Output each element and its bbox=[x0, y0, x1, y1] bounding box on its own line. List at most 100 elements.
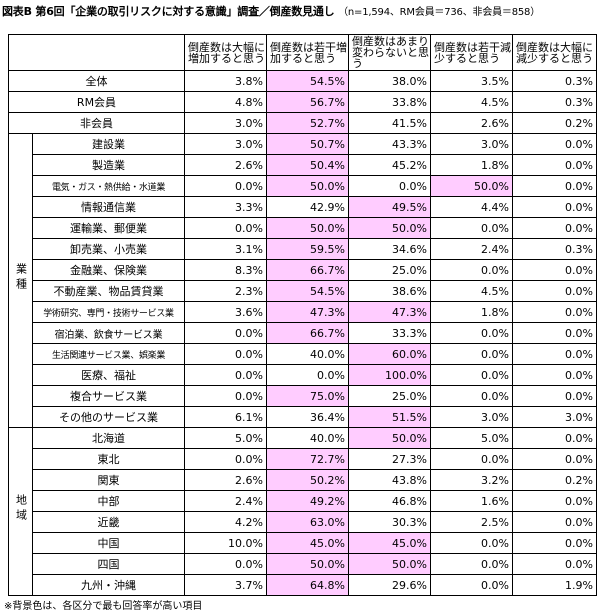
row-label: RM会員 bbox=[8, 91, 185, 113]
value-cell: 0.0% bbox=[512, 385, 597, 407]
value-cell: 66.7% bbox=[266, 322, 349, 344]
table-row: 東北 0.0% 72.7% 27.3% 0.0% 0.0% bbox=[9, 448, 597, 470]
table-row: 四国 0.0% 50.0% 50.0% 0.0% 0.0% bbox=[9, 553, 597, 575]
column-header: 倒産数は大幅に減少すると思う bbox=[512, 34, 597, 71]
value-cell: 3.0% bbox=[430, 406, 513, 428]
row-label: 金融業、保険業 bbox=[32, 259, 185, 281]
value-cell: 2.6% bbox=[184, 469, 267, 491]
value-cell: 38.6% bbox=[348, 280, 431, 302]
value-cell: 0.0% bbox=[430, 553, 513, 575]
value-cell: 0.0% bbox=[430, 364, 513, 386]
value-cell: 2.3% bbox=[184, 280, 267, 302]
header-row: 倒産数は大幅に増加すると思う 倒産数は若干増加すると思う 倒産数はあまり変わらないと… bbox=[8, 34, 597, 71]
value-cell: 0.0% bbox=[512, 175, 597, 197]
value-cell: 0.0% bbox=[512, 532, 597, 554]
value-cell: 6.1% bbox=[184, 406, 267, 428]
group-label-industry: 業種 bbox=[8, 133, 33, 428]
value-cell: 0.0% bbox=[512, 364, 597, 386]
table-row: 卸売業、小売業 3.1% 59.5% 34.6% 2.4% 0.3% bbox=[9, 238, 597, 260]
value-cell: 2.6% bbox=[184, 154, 267, 176]
value-cell: 3.3% bbox=[184, 196, 267, 218]
value-cell: 0.0% bbox=[348, 175, 431, 197]
row-label: 建設業 bbox=[32, 133, 185, 155]
value-cell: 50.0% bbox=[430, 175, 513, 197]
row-label: 電気・ガス・熱供給・水道業 bbox=[32, 175, 185, 197]
value-cell: 0.0% bbox=[184, 322, 267, 344]
row-label: 東北 bbox=[32, 448, 185, 470]
value-cell: 3.0% bbox=[430, 133, 513, 155]
row-label: 運輸業、郵便業 bbox=[32, 217, 185, 239]
row-label: 複合サービス業 bbox=[32, 385, 185, 407]
value-cell: 0.0% bbox=[430, 448, 513, 470]
value-cell: 0.0% bbox=[512, 490, 597, 512]
value-cell: 0.0% bbox=[512, 154, 597, 176]
table-row: 医療、福祉 0.0% 0.0% 100.0% 0.0% 0.0% bbox=[9, 364, 597, 386]
header-corner bbox=[8, 34, 185, 71]
value-cell: 0.2% bbox=[512, 469, 597, 491]
group-label-region: 地域 bbox=[8, 427, 33, 596]
value-cell: 52.7% bbox=[266, 112, 349, 134]
group-label-text: 地域 bbox=[14, 493, 28, 524]
value-cell: 5.0% bbox=[430, 427, 513, 449]
value-cell: 0.0% bbox=[266, 364, 349, 386]
title-sample-note: （n=1,594、RM会員＝736、非会員＝858） bbox=[338, 7, 541, 18]
value-cell: 42.9% bbox=[266, 196, 349, 218]
value-cell: 2.5% bbox=[430, 511, 513, 533]
table-row: その他のサービス業 6.1% 36.4% 51.5% 3.0% 3.0% bbox=[9, 406, 597, 428]
table-row: 電気・ガス・熱供給・水道業 0.0% 50.0% 0.0% 50.0% 0.0% bbox=[9, 175, 597, 197]
value-cell: 60.0% bbox=[348, 343, 431, 365]
row-label: 近畿 bbox=[32, 511, 185, 533]
value-cell: 64.8% bbox=[266, 574, 349, 596]
value-cell: 25.0% bbox=[348, 385, 431, 407]
page-title: 図表B 第6回「企業の取引リスクに対する意識」調査／倒産数見通し （n=1,59… bbox=[2, 3, 540, 19]
row-label: 北海道 bbox=[32, 427, 185, 449]
value-cell: 0.0% bbox=[512, 448, 597, 470]
value-cell: 100.0% bbox=[348, 364, 431, 386]
value-cell: 4.4% bbox=[430, 196, 513, 218]
value-cell: 0.0% bbox=[430, 574, 513, 596]
table-row: 製造業 2.6% 50.4% 45.2% 1.8% 0.0% bbox=[9, 154, 597, 176]
row-label: 卸売業、小売業 bbox=[32, 238, 185, 260]
value-cell: 0.0% bbox=[512, 553, 597, 575]
row-label: 情報通信業 bbox=[32, 196, 185, 218]
value-cell: 0.0% bbox=[430, 322, 513, 344]
value-cell: 0.0% bbox=[512, 217, 597, 239]
row-label: 製造業 bbox=[32, 154, 185, 176]
value-cell: 10.0% bbox=[184, 532, 267, 554]
table-row: 近畿 4.2% 63.0% 30.3% 2.5% 0.0% bbox=[9, 511, 597, 533]
value-cell: 0.0% bbox=[184, 364, 267, 386]
value-cell: 50.4% bbox=[266, 154, 349, 176]
value-cell: 50.7% bbox=[266, 133, 349, 155]
value-cell: 3.0% bbox=[184, 133, 267, 155]
value-cell: 33.3% bbox=[348, 322, 431, 344]
value-cell: 0.0% bbox=[430, 259, 513, 281]
table-row: 学術研究、専門・技術サービス業 3.6% 47.3% 47.3% 1.8% 0.0% bbox=[9, 301, 597, 323]
value-cell: 0.0% bbox=[184, 217, 267, 239]
value-cell: 0.2% bbox=[512, 112, 597, 134]
value-cell: 50.2% bbox=[266, 469, 349, 491]
value-cell: 3.5% bbox=[430, 70, 513, 92]
value-cell: 45.0% bbox=[266, 532, 349, 554]
table-row: 九州・沖縄 3.7% 64.8% 29.6% 0.0% 1.9% bbox=[9, 574, 597, 596]
table-row: 関東 2.6% 50.2% 43.8% 3.2% 0.2% bbox=[9, 469, 597, 491]
value-cell: 54.5% bbox=[266, 280, 349, 302]
forecast-table: 倒産数は大幅に増加すると思う 倒産数は若干増加すると思う 倒産数はあまり変わらないと… bbox=[8, 34, 597, 596]
value-cell: 0.0% bbox=[512, 259, 597, 281]
row-label: 全体 bbox=[8, 70, 185, 92]
table-row: 中国 10.0% 45.0% 45.0% 0.0% 0.0% bbox=[9, 532, 597, 554]
value-cell: 0.3% bbox=[512, 70, 597, 92]
value-cell: 27.3% bbox=[348, 448, 431, 470]
value-cell: 0.0% bbox=[512, 343, 597, 365]
value-cell: 0.0% bbox=[184, 343, 267, 365]
value-cell: 36.4% bbox=[266, 406, 349, 428]
value-cell: 46.8% bbox=[348, 490, 431, 512]
value-cell: 33.8% bbox=[348, 91, 431, 113]
table-row: 複合サービス業 0.0% 75.0% 25.0% 0.0% 0.0% bbox=[9, 385, 597, 407]
value-cell: 0.0% bbox=[184, 448, 267, 470]
value-cell: 3.2% bbox=[430, 469, 513, 491]
value-cell: 3.1% bbox=[184, 238, 267, 260]
value-cell: 40.0% bbox=[266, 427, 349, 449]
table-row: 運輸業、郵便業 0.0% 50.0% 50.0% 0.0% 0.0% bbox=[9, 217, 597, 239]
value-cell: 3.8% bbox=[184, 70, 267, 92]
row-label: 宿泊業、飲食サービス業 bbox=[32, 322, 185, 344]
